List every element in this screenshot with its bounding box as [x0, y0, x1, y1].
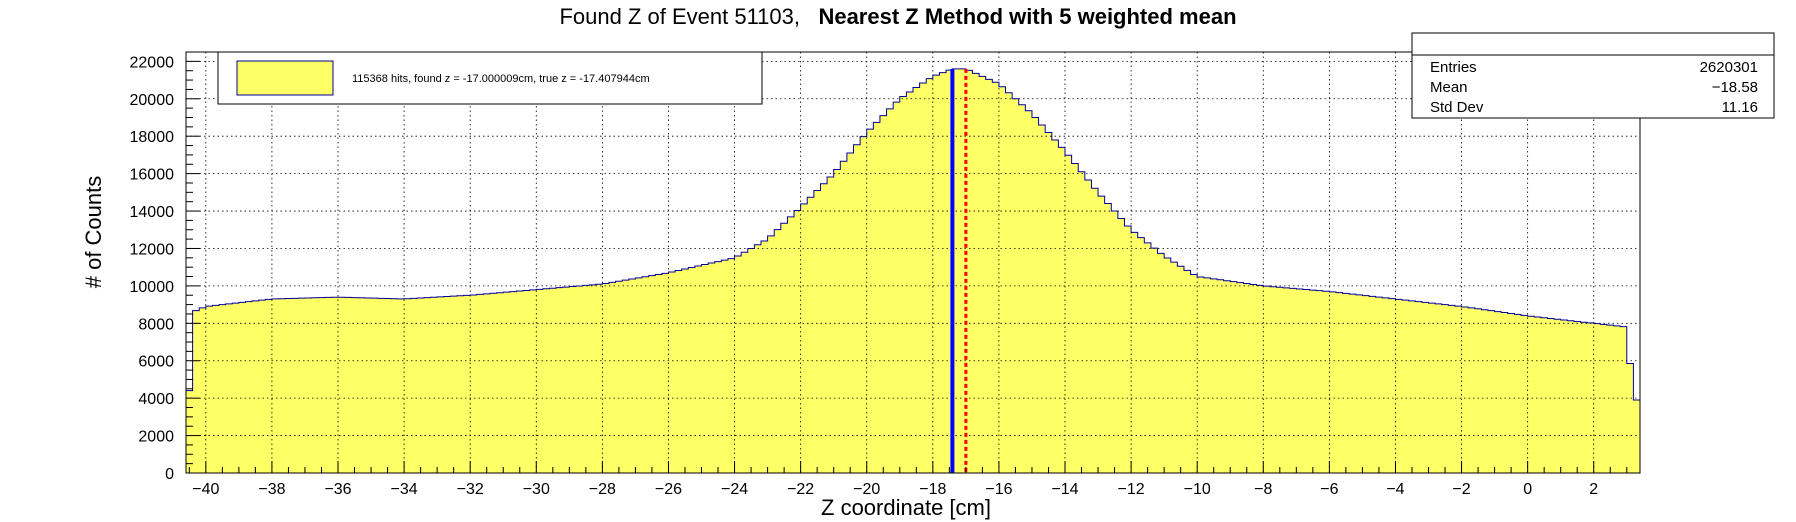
y-tick-label-3: 6000 — [138, 354, 174, 371]
x-tick-label-11: −18 — [919, 481, 946, 498]
y-tick-label-10: 20000 — [130, 92, 175, 109]
plot-frame — [185, 51, 1641, 474]
histogram-outline — [185, 68, 1641, 473]
x-tick-label-10: −20 — [853, 481, 880, 498]
x-tick-label-17: −6 — [1320, 481, 1338, 498]
y-tick-label-4: 8000 — [138, 316, 174, 333]
x-tick-label-6: −28 — [589, 481, 616, 498]
x-tick-label-0: −40 — [192, 481, 219, 498]
stats-box-frame — [1411, 32, 1775, 119]
x-tick-label-9: −22 — [787, 481, 814, 498]
y-tick-label-11: 22000 — [130, 54, 175, 71]
x-tick-label-7: −26 — [655, 481, 682, 498]
stats-stddev-value: 11.16 — [1722, 99, 1758, 116]
y-axis-title: # of Counts — [81, 176, 106, 289]
y-tick-label-1: 2000 — [138, 429, 174, 446]
chart-title: Found Z of Event 51103, Nearest Z Method… — [559, 4, 1236, 29]
x-tick-label-19: −2 — [1452, 481, 1470, 498]
x-tick-label-12: −16 — [985, 481, 1012, 498]
x-tick-label-8: −24 — [721, 481, 748, 498]
stats-box: Entries 2620301 Mean −18.58 Std Dev 11.1… — [1411, 32, 1775, 119]
x-axis-title: Z coordinate [cm] — [821, 495, 991, 520]
stats-stddev-label: Std Dev — [1430, 99, 1484, 116]
x-tick-label-20: 0 — [1523, 481, 1532, 498]
x-tick-label-1: −38 — [258, 481, 285, 498]
legend: 115368 hits, found z = -17.000009cm, tru… — [217, 51, 763, 105]
stats-entries-label: Entries — [1430, 59, 1477, 76]
stats-mean-label: Mean — [1430, 79, 1468, 96]
plot-area: −40 −38 −36 −34 −32 −30 −28 −26 −24 −22 −20 −18 −16−… — [81, 51, 1641, 520]
y-tick-label-7: 14000 — [130, 204, 175, 221]
x-tick-label-18: −4 — [1386, 481, 1404, 498]
x-tick-label-5: −30 — [523, 481, 550, 498]
x-tick-label-15: −10 — [1184, 481, 1211, 498]
y-tick-label-5: 10000 — [130, 279, 175, 296]
title-part-2: Nearest Z Method with 5 weighted mean — [818, 4, 1236, 29]
x-tick-label-2: −36 — [324, 481, 351, 498]
stats-entries-value: 2620301 — [1700, 59, 1758, 76]
histogram-fill — [186, 68, 1640, 473]
x-tick-label-13: −14 — [1051, 481, 1078, 498]
stats-mean-value: −18.58 — [1712, 79, 1758, 96]
x-tick-label-16: −8 — [1254, 481, 1272, 498]
x-tick-label-4: −32 — [457, 481, 484, 498]
title-part-1: Found Z of Event 51103, — [559, 4, 800, 29]
y-tick-label-9: 18000 — [130, 129, 175, 146]
y-tick-label-8: 16000 — [130, 167, 175, 184]
legend-entry-label: 115368 hits, found z = -17.000009cm, tru… — [352, 73, 650, 85]
y-tick-label-2: 4000 — [138, 391, 174, 408]
legend-swatch — [236, 60, 334, 96]
x-tick-label-3: −34 — [391, 481, 418, 498]
y-tick-label-0: 0 — [165, 466, 174, 483]
x-tick-label-21: 2 — [1589, 481, 1598, 498]
y-tick-label-6: 12000 — [130, 241, 175, 258]
x-tick-label-14: −12 — [1118, 481, 1145, 498]
